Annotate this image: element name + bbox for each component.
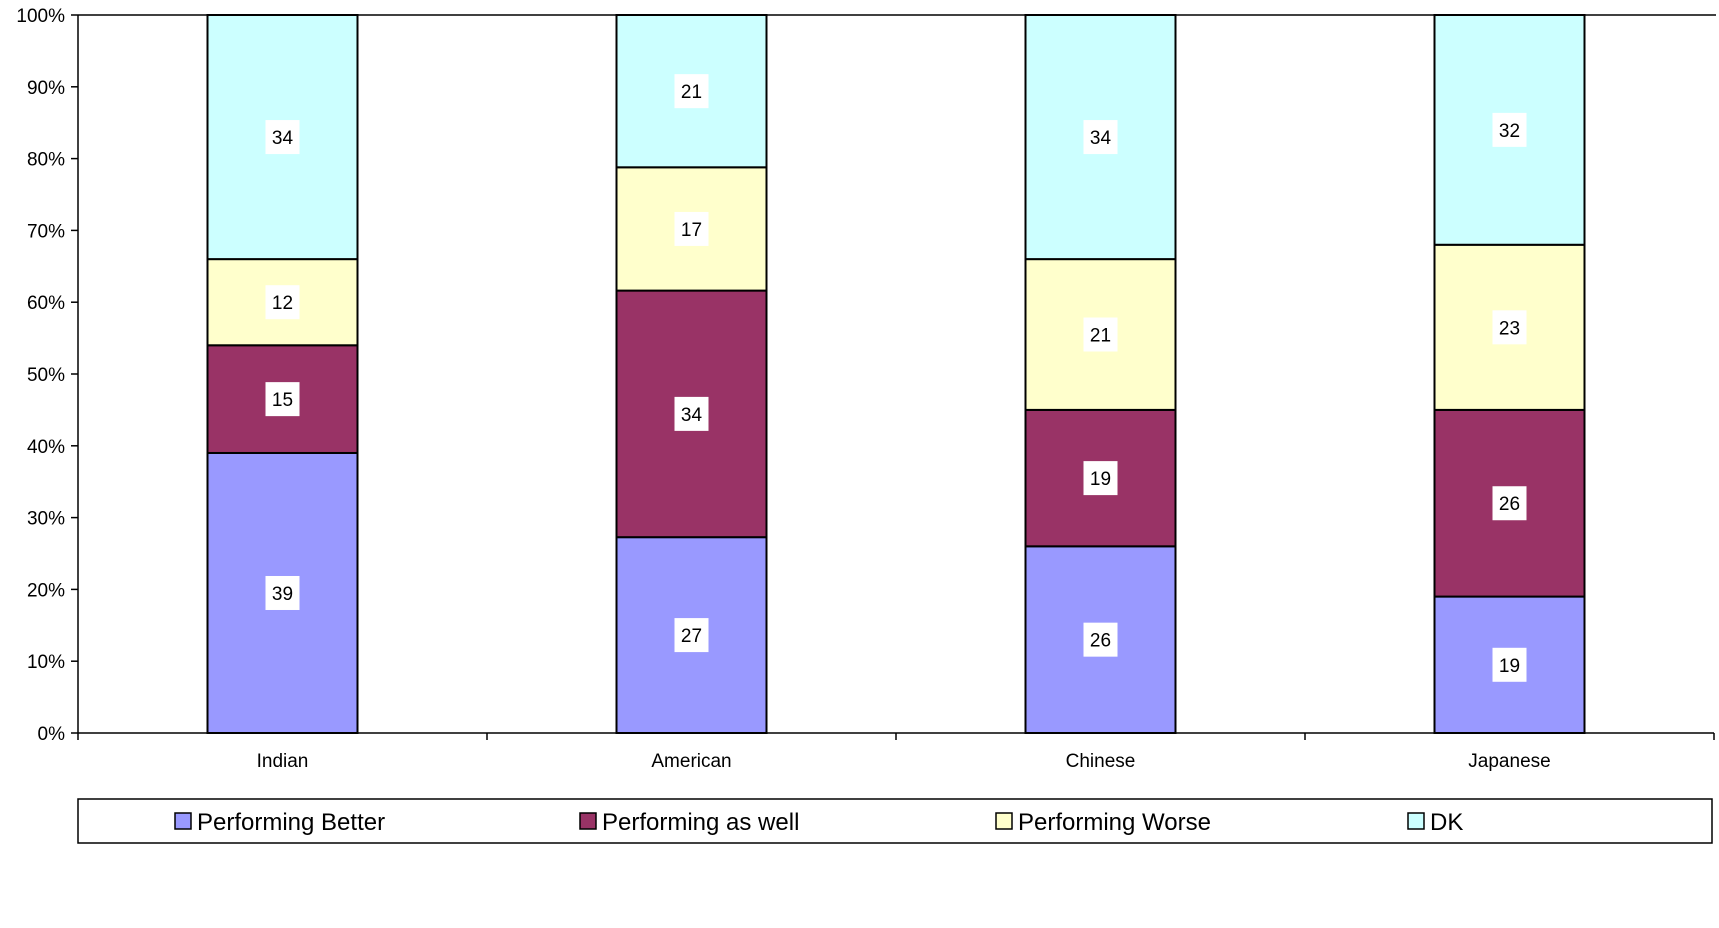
data-label: 26 xyxy=(1090,631,1111,652)
legend-label: Performing Worse xyxy=(1018,809,1211,836)
data-label: 34 xyxy=(272,128,294,149)
data-label: 27 xyxy=(681,626,702,647)
data-label: 15 xyxy=(272,390,293,411)
data-label-box xyxy=(265,120,300,155)
data-label: 32 xyxy=(1499,121,1520,142)
data-label-box xyxy=(1492,486,1527,521)
legend-swatch xyxy=(174,812,192,830)
data-label: 21 xyxy=(681,82,702,103)
y-tick-label: 20% xyxy=(27,580,65,601)
y-tick-label: 50% xyxy=(27,365,65,386)
y-tick-label: 90% xyxy=(27,78,65,99)
data-label: 21 xyxy=(1090,326,1111,347)
data-label-box xyxy=(674,618,709,653)
data-label: 19 xyxy=(1499,656,1520,677)
data-label-box xyxy=(674,74,709,109)
data-label-box xyxy=(1083,461,1118,496)
data-label-box xyxy=(674,396,709,431)
data-label-box xyxy=(1083,317,1118,352)
legend-label: DK xyxy=(1430,809,1463,836)
data-label-box xyxy=(1083,622,1118,657)
data-label-box xyxy=(265,285,300,320)
data-label-box xyxy=(1492,112,1527,147)
data-label-box xyxy=(1492,310,1527,345)
data-label-box xyxy=(1083,120,1118,155)
bars-layer xyxy=(206,14,1586,735)
legend-swatch xyxy=(995,812,1013,830)
bar-segment xyxy=(1433,243,1586,411)
data-label: 17 xyxy=(681,220,702,241)
y-tick-label: 10% xyxy=(27,652,65,673)
axes-layer: Indian American Chinese Japanese 0% 10% 20% 30%… xyxy=(16,6,1716,772)
legend-label: Performing Better xyxy=(197,809,385,836)
y-tick-label: 100% xyxy=(16,6,65,27)
legend-box xyxy=(77,798,1713,844)
bar-segment xyxy=(615,14,768,169)
data-label-box xyxy=(265,575,300,610)
data-label: 34 xyxy=(1090,128,1112,149)
x-tick-label: Chinese xyxy=(1066,751,1136,772)
data-label-box xyxy=(1492,647,1527,682)
legend-label: Performing as well xyxy=(602,809,799,836)
data-label: 23 xyxy=(1499,318,1520,339)
y-tick-label: 80% xyxy=(27,150,65,171)
data-labels-layer: 39 15 12 34 27 34 17 21 26 19 21 34 19 26 23 32 xyxy=(265,74,1527,682)
y-tick-label: 30% xyxy=(27,509,65,530)
data-label: 19 xyxy=(1090,469,1111,490)
x-tick-label: Japanese xyxy=(1468,751,1550,772)
legend-swatch xyxy=(579,812,597,830)
x-tick-label: American xyxy=(651,751,731,772)
data-label: 39 xyxy=(272,584,293,605)
x-tick-label: Indian xyxy=(257,751,309,772)
legend: Performing Better Performing as well Perfo… xyxy=(77,798,1713,844)
data-label: 34 xyxy=(681,405,703,426)
y-tick-label: 70% xyxy=(27,221,65,242)
y-tick-label: 0% xyxy=(38,724,66,745)
y-tick-label: 40% xyxy=(27,437,65,458)
data-label: 12 xyxy=(272,293,293,314)
y-tick-label: 60% xyxy=(27,293,65,314)
data-label-box xyxy=(265,382,300,417)
data-label: 26 xyxy=(1499,494,1520,515)
legend-swatch xyxy=(1407,812,1425,830)
data-label-box xyxy=(674,211,709,246)
